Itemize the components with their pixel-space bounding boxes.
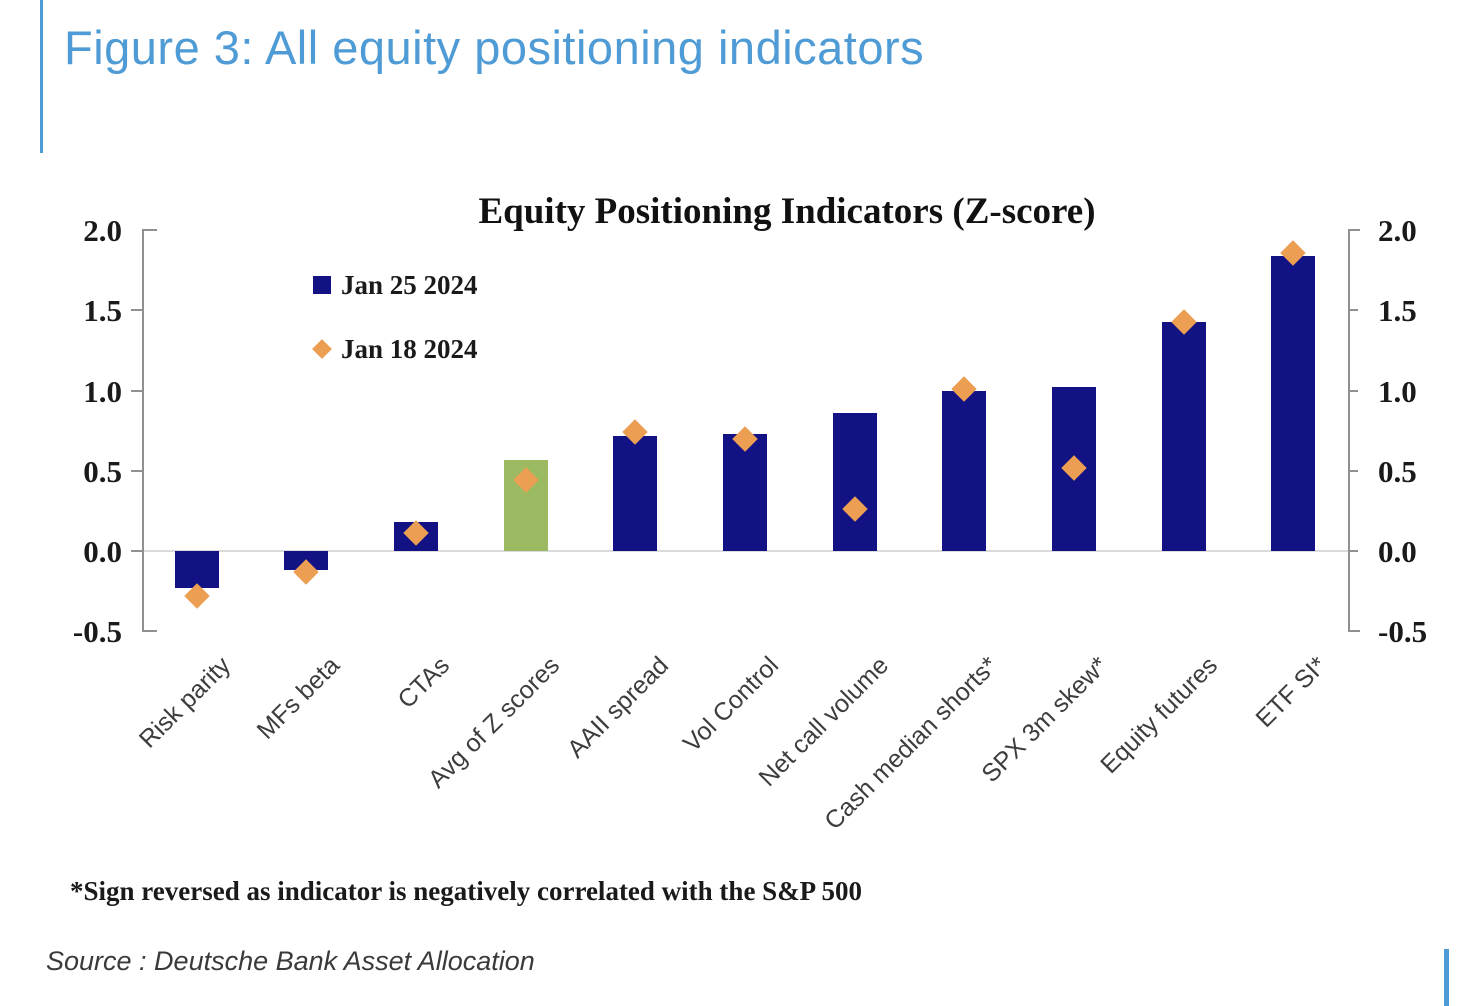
legend-label-jan-18: Jan 18 2024 [341,333,478,364]
y-axis-right-tick [1348,630,1360,633]
bar-etf-si- [1271,255,1316,551]
x-label-ctas: CTAs [392,651,456,714]
chart-title: Equity Positioning Indicators (Z-score) [478,191,1096,232]
legend-square-icon [313,276,331,294]
y-tick-label-left: 2.0 [83,213,122,249]
bar-cash-median-shorts- [942,390,987,551]
y-axis-left-cap [142,630,157,633]
bar-vol-control [723,433,767,551]
y-tick-label-left: 1.0 [83,373,122,409]
y-tick-label-right: 1.0 [1378,373,1417,409]
legend-item-jan-18: Jan 18 2024 [312,331,478,367]
figure-title: Figure 3: All equity positioning indicat… [64,21,925,74]
y-tick-label-left: 0.0 [83,534,122,569]
x-label-spx-3m-skew-: SPX 3m skew* [976,651,1113,789]
source-attribution: Source : Deutsche Bank Asset Allocation [46,946,535,976]
x-label-etf-si-: ETF SI* [1250,651,1333,733]
y-axis-right-tick [1348,550,1358,552]
y-axis-left-tick [131,469,142,472]
y-axis-right-tick [1348,309,1358,312]
x-label-net-call-volume: Net call volume [753,651,894,792]
y-tick-label-left: -0.5 [72,614,122,650]
bottom-right-accent-rule [1444,949,1449,1006]
left-accent-rule [40,0,43,153]
y-tick-label-right: 0.0 [1378,534,1417,569]
y-tick-label-left: 1.5 [83,293,122,329]
legend-label-jan-25: Jan 25 2024 [341,269,478,300]
x-label-aaii-spread: AAII spread [562,651,675,764]
x-label-risk-parity: Risk parity [133,651,236,754]
bar-net-call-volume [832,413,877,551]
y-tick-label-left: 0.5 [83,453,122,489]
x-label-avg-of-z-scores: Avg of Z scores [422,651,565,794]
y-tick-label-right: 0.5 [1378,453,1417,489]
x-label-vol-control: Vol Control [677,651,785,758]
x-label-cash-median-shorts-: Cash median shorts* [819,651,1004,836]
y-axis-left-tick [131,389,142,392]
y-axis-left-tick [131,550,142,552]
legend-item-jan-25: Jan 25 2024 [313,267,478,303]
y-axis-right-tick [1348,229,1360,232]
bar-equity-futures [1161,321,1206,551]
bar-aaii-spread [613,435,658,551]
y-axis-right [1348,230,1350,632]
x-label-mfs-beta: MFs beta [252,651,346,745]
y-tick-label-right: 1.5 [1378,293,1417,329]
y-tick-label-right: 2.0 [1378,213,1417,249]
y-axis-left [142,230,144,632]
zero-gridline [142,550,1348,552]
bar-risk-parity [174,551,219,588]
y-axis-left-tick [131,309,142,312]
y-axis-right-tick [1348,469,1358,472]
x-label-equity-futures: Equity futures [1094,651,1223,780]
y-axis-left-cap [142,229,157,232]
y-tick-label-right: -0.5 [1378,614,1428,650]
chart-footnote: *Sign reversed as indicator is negativel… [70,876,862,906]
y-axis-right-tick [1348,389,1358,392]
